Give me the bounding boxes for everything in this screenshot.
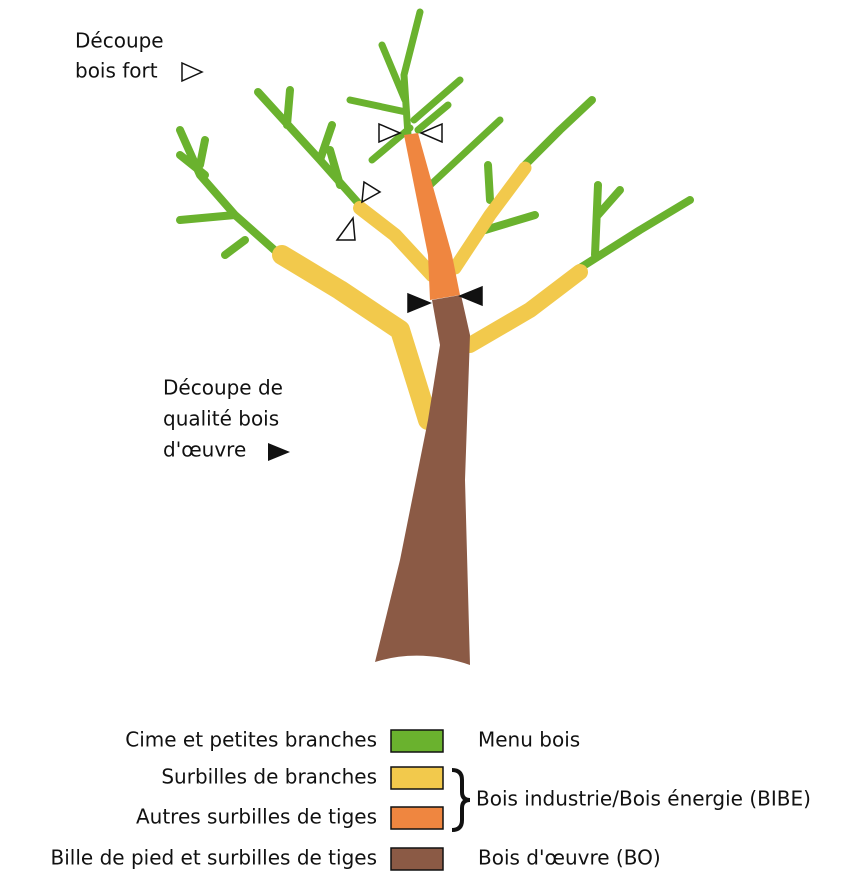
legend-label: Cime et petites branches <box>125 728 377 752</box>
legend-label: Autres surbilles de tiges <box>136 805 377 829</box>
legend-group: Bois d'œuvre (BO) <box>478 846 661 870</box>
open-marker-icon <box>181 61 204 83</box>
annotation: Découpe de <box>163 376 283 400</box>
small-branches <box>176 126 284 259</box>
brace <box>451 768 471 832</box>
legend-swatch <box>390 806 444 830</box>
legend-label: Bille de pied et surbilles de tiges <box>51 846 377 870</box>
cut-markers <box>335 122 483 314</box>
small-branches <box>481 96 596 234</box>
filled-marker-icon <box>268 443 290 461</box>
legend: Cime et petites branches Surbilles de bra… <box>51 728 811 871</box>
legend-label: Surbilles de branches <box>161 765 377 789</box>
legend-swatch <box>390 766 444 790</box>
small-branches <box>576 181 694 272</box>
annotation: d'œuvre <box>163 438 246 462</box>
branch-logs <box>272 245 438 430</box>
legend-group: Menu bois <box>478 728 580 752</box>
annotation: Découpe <box>75 29 164 53</box>
annotation: bois fort <box>75 59 158 83</box>
annotation: qualité bois <box>163 407 279 431</box>
legend-group: Bois industrie/Bois énergie (BIBE) <box>476 787 811 811</box>
legend-swatch <box>390 729 444 753</box>
branch-logs <box>462 264 588 353</box>
trunk <box>375 295 470 665</box>
small-branches <box>254 86 364 209</box>
branch-logs <box>353 201 439 282</box>
upper-stem <box>404 133 460 300</box>
tree <box>176 8 694 665</box>
small-branches <box>346 8 504 194</box>
branch-logs <box>448 161 532 275</box>
legend-swatch <box>390 847 444 871</box>
